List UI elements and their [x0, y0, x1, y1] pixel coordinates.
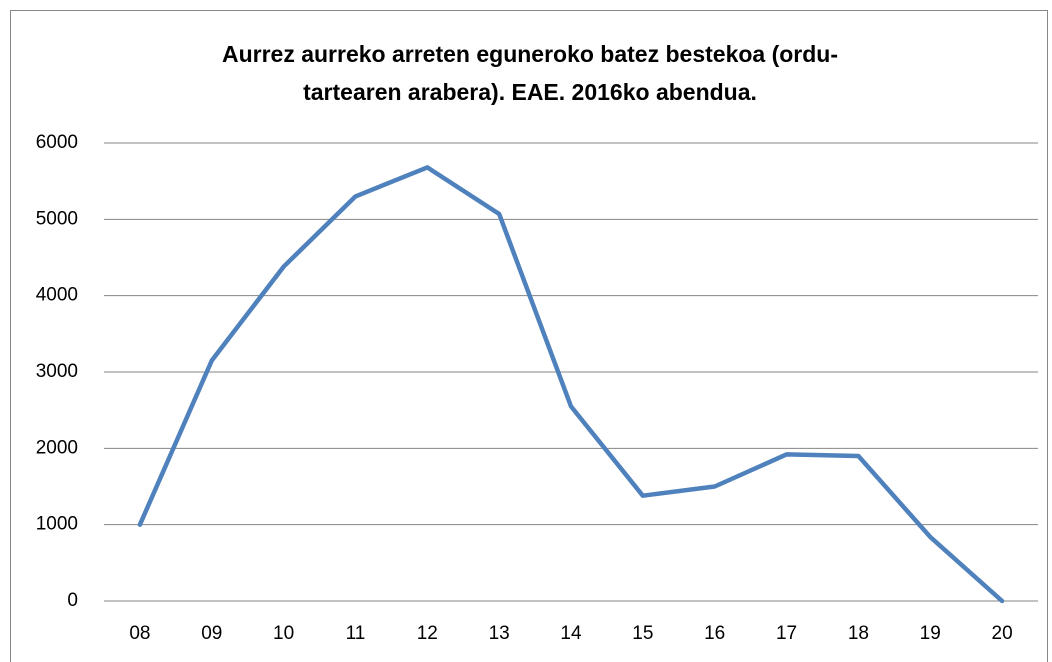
x-tick-label: 16	[704, 623, 725, 644]
x-tick-label: 18	[848, 623, 869, 644]
chart-title: tartearen arabera). EAE. 2016ko abendua.	[303, 79, 757, 105]
x-tick-label: 15	[632, 623, 653, 644]
y-tick-label: 4000	[36, 285, 78, 306]
y-tick-label: 6000	[36, 132, 78, 153]
chart-border	[10, 10, 1048, 662]
x-tick-label: 08	[129, 623, 150, 644]
x-tick-label: 13	[489, 623, 510, 644]
y-tick-label: 2000	[36, 437, 78, 458]
x-tick-label: 20	[992, 623, 1013, 644]
x-tick-label: 11	[346, 623, 366, 644]
y-tick-label: 3000	[36, 361, 78, 382]
x-tick-label: 17	[776, 623, 797, 644]
x-tick-label: 09	[201, 623, 222, 644]
y-tick-label: 5000	[36, 208, 78, 229]
x-tick-label: 19	[920, 623, 941, 644]
x-tick-label: 12	[417, 623, 438, 644]
x-tick-label: 14	[560, 623, 582, 644]
x-tick-label: 10	[273, 623, 294, 644]
data-line	[137, 165, 1005, 604]
y-tick-label: 0	[67, 590, 78, 611]
chart-title: Aurrez aurreko arreten eguneroko batez b…	[222, 41, 838, 67]
y-tick-label: 1000	[36, 514, 78, 535]
